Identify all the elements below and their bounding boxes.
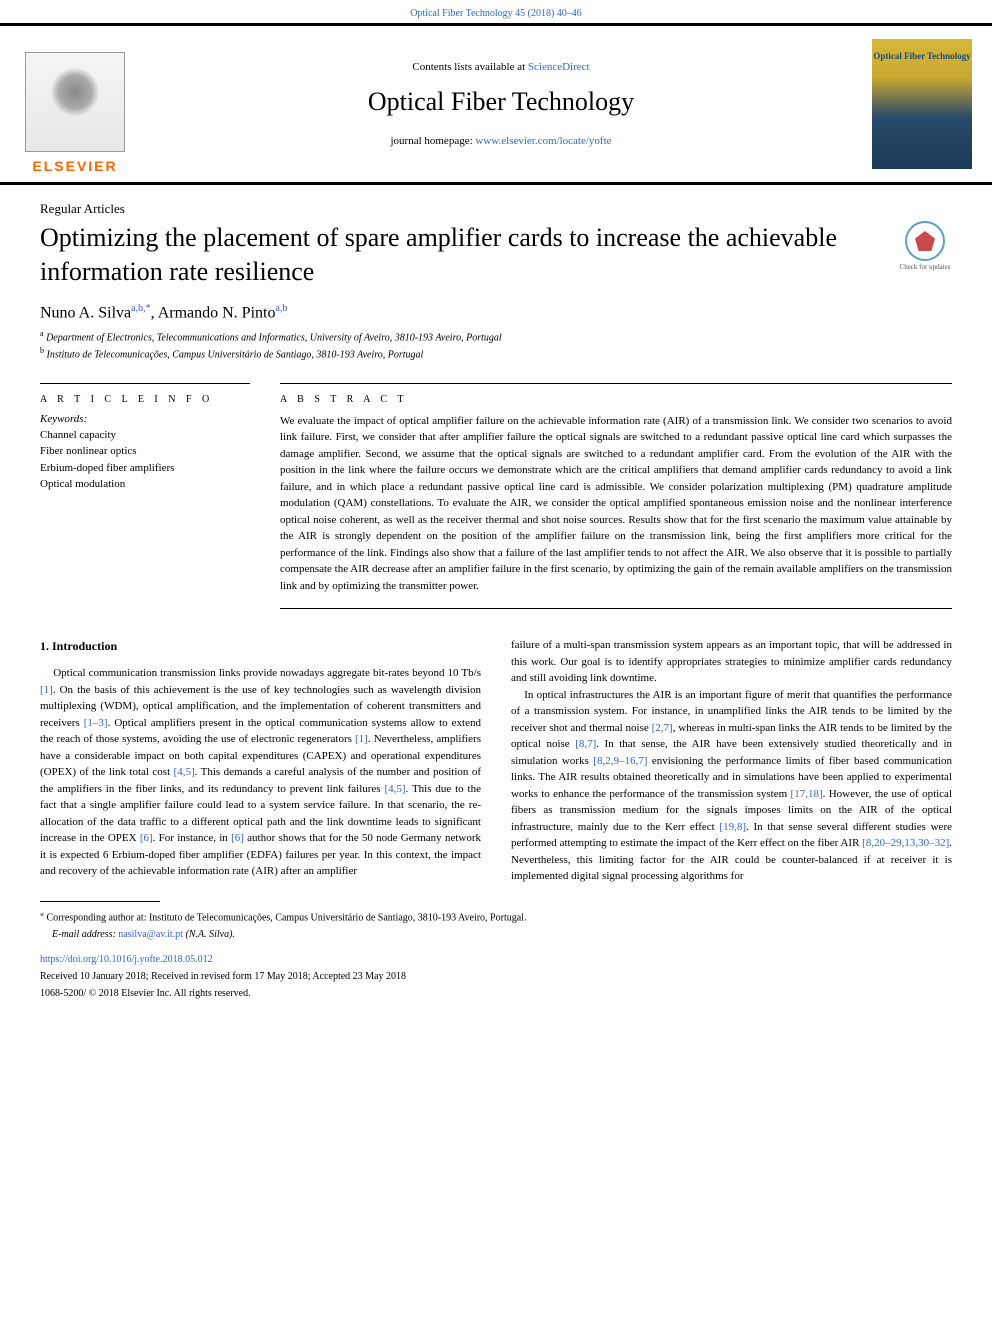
article-info-column: A R T I C L E I N F O Keywords: Channel … <box>40 383 250 610</box>
contents-line: Contents lists available at ScienceDirec… <box>130 61 872 73</box>
elsevier-tree-icon <box>25 52 125 152</box>
doi-line: https://doi.org/10.1016/j.yofte.2018.05.… <box>40 952 952 967</box>
footer: ⁎ Corresponding author at: Instituto de … <box>0 885 992 1021</box>
citation-ref[interactable]: [4,5] <box>384 783 405 795</box>
citation-ref[interactable]: [8,7] <box>575 738 596 750</box>
citation-ref[interactable]: [6] <box>140 832 153 844</box>
affiliations: a Department of Electronics, Telecommuni… <box>0 328 992 375</box>
keyword: Fiber nonlinear optics <box>40 443 250 460</box>
article-info-label: A R T I C L E I N F O <box>40 383 250 413</box>
email-link[interactable]: nasilva@av.it.pt <box>118 929 183 940</box>
affiliation: a Department of Electronics, Telecommuni… <box>40 328 952 345</box>
body-column-right: failure of a multi-span transmission sys… <box>511 637 952 885</box>
check-updates-badge[interactable]: Check for updates <box>898 221 952 271</box>
header-center: Contents lists available at ScienceDirec… <box>130 61 872 147</box>
citation-ref[interactable]: [2,7] <box>652 722 673 734</box>
corresponding-author-note: ⁎ Corresponding author at: Instituto de … <box>40 908 952 925</box>
body-column-left: 1. Introduction Optical communication tr… <box>40 637 481 885</box>
body-paragraph: Optical communication transmission links… <box>40 665 481 880</box>
journal-cover-title: Optical Fiber Technology <box>872 51 972 61</box>
homepage-link[interactable]: www.elsevier.com/locate/yofte <box>475 135 611 147</box>
journal-header: ELSEVIER Contents lists available at Sci… <box>0 23 992 185</box>
citation-ref[interactable]: [8,20–29,13,30–32] <box>862 837 949 849</box>
citation-ref[interactable]: [17,18] <box>791 788 823 800</box>
keyword: Optical modulation <box>40 476 250 493</box>
body-paragraph: In optical infrastructures the AIR is an… <box>511 687 952 885</box>
keyword: Erbium-doped fiber amplifiers <box>40 460 250 477</box>
journal-title: Optical Fiber Technology <box>130 87 872 117</box>
citation-ref[interactable]: [6] <box>231 832 244 844</box>
citation-ref[interactable]: [4,5] <box>174 766 195 778</box>
citation-ref[interactable]: [1] <box>355 733 368 745</box>
elsevier-logo[interactable]: ELSEVIER <box>20 34 130 174</box>
abstract-label: A B S T R A C T <box>280 383 952 413</box>
doi-link[interactable]: https://doi.org/10.1016/j.yofte.2018.05.… <box>40 954 213 965</box>
article-title: Optimizing the placement of spare amplif… <box>40 221 898 289</box>
affiliation: b Instituto de Telecomunicações, Campus … <box>40 345 952 362</box>
copyright-line: 1068-5200/ © 2018 Elsevier Inc. All righ… <box>40 986 952 1001</box>
citation-ref[interactable]: [4,5] <box>384 783 405 795</box>
section-heading: 1. Introduction <box>40 637 481 655</box>
keyword: Channel capacity <box>40 427 250 444</box>
citation-ref[interactable]: [6] <box>140 832 153 844</box>
email-line: E-mail address: nasilva@av.it.pt (N.A. S… <box>40 927 952 942</box>
keywords-list: Channel capacityFiber nonlinear opticsEr… <box>40 427 250 493</box>
citation-ref[interactable]: [4,5] <box>174 766 195 778</box>
journal-citation: Optical Fiber Technology 45 (2018) 40–46 <box>0 0 992 23</box>
body-paragraph: failure of a multi-span transmission sys… <box>511 637 952 687</box>
authors: Nuno A. Silvaa,b,*, Armando N. Pintoa,b <box>0 289 992 328</box>
citation-ref[interactable]: [8,2,9–16,7] <box>593 755 647 767</box>
contents-prefix: Contents lists available at <box>412 61 527 73</box>
citation-ref[interactable]: [1] <box>40 684 53 696</box>
email-label: E-mail address: <box>52 929 118 940</box>
citation-ref[interactable]: [19,8] <box>719 821 746 833</box>
citation-ref[interactable]: [1] <box>355 733 368 745</box>
keywords-label: Keywords: <box>40 413 250 425</box>
sciencedirect-link[interactable]: ScienceDirect <box>528 61 590 73</box>
citation-ref[interactable]: [1] <box>40 684 53 696</box>
body-columns: 1. Introduction Optical communication tr… <box>0 609 992 885</box>
citation-ref[interactable]: [1–3] <box>84 717 108 729</box>
email-author: (N.A. Silva). <box>183 929 235 940</box>
received-line: Received 10 January 2018; Received in re… <box>40 969 952 984</box>
homepage-prefix: journal homepage: <box>390 135 475 147</box>
article-type: Regular Articles <box>0 185 992 221</box>
check-updates-label: Check for updates <box>900 263 951 271</box>
citation-ref[interactable]: [6] <box>231 832 244 844</box>
abstract-text: We evaluate the impact of optical amplif… <box>280 413 952 610</box>
abstract-column: A B S T R A C T We evaluate the impact o… <box>280 383 952 610</box>
corr-note-text: Corresponding author at: Instituto de Te… <box>47 912 527 923</box>
journal-citation-link[interactable]: Optical Fiber Technology 45 (2018) 40–46 <box>410 8 582 19</box>
footer-divider <box>40 901 160 902</box>
journal-cover[interactable]: Optical Fiber Technology <box>872 39 972 169</box>
homepage-line: journal homepage: www.elsevier.com/locat… <box>130 135 872 147</box>
crossmark-icon <box>905 221 945 261</box>
elsevier-name: ELSEVIER <box>32 158 117 174</box>
